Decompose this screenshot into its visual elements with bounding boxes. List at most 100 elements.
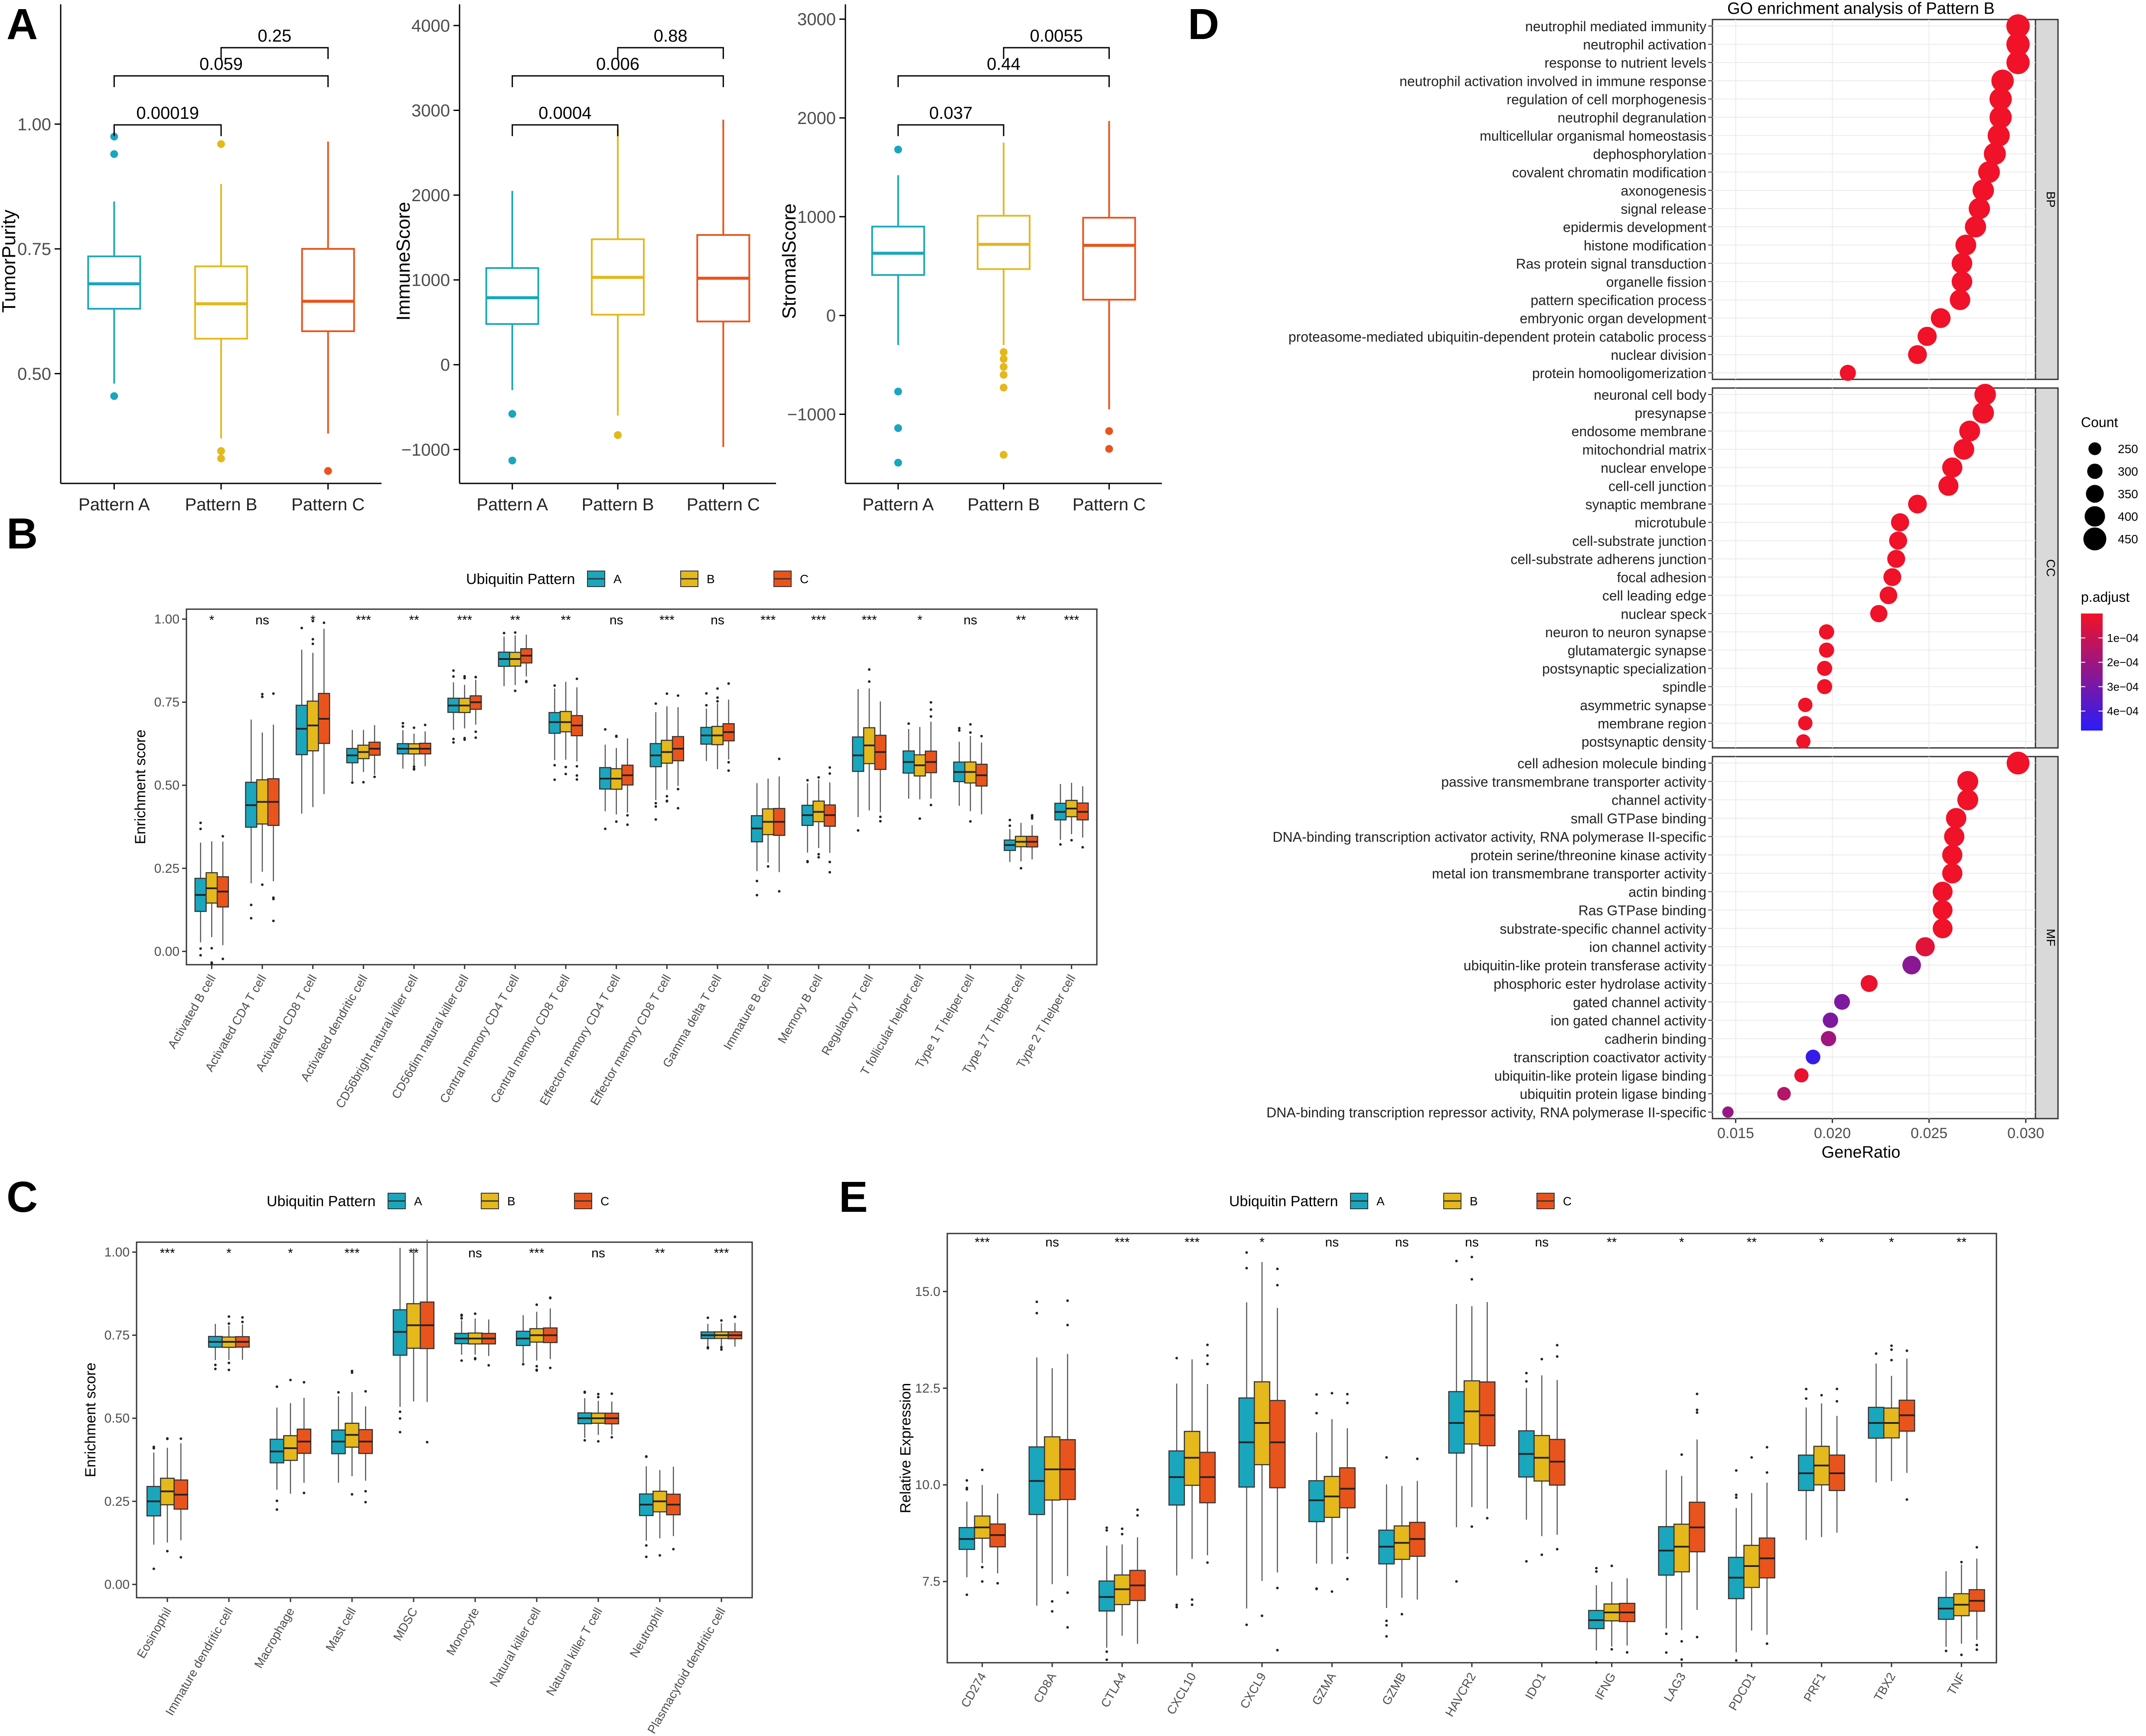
x-tick-label: Mast cell bbox=[323, 1605, 359, 1654]
outlier-point bbox=[716, 687, 719, 690]
y-tick-label: 4000 bbox=[411, 16, 450, 36]
outlier-point bbox=[665, 795, 669, 798]
enrichment-dot bbox=[1957, 789, 1978, 810]
x-tick-label: HAVCR2 bbox=[1443, 1671, 1479, 1719]
outlier-point bbox=[828, 766, 831, 769]
significance-label: *** bbox=[861, 613, 877, 627]
term-label: organelle fission bbox=[1606, 274, 1706, 290]
y-tick-label: 0.75 bbox=[154, 695, 179, 710]
outlier-point bbox=[1665, 1632, 1668, 1635]
significance-label: ** bbox=[510, 613, 521, 627]
significance-label: ns bbox=[255, 613, 269, 627]
outlier-point bbox=[1276, 1648, 1279, 1651]
outlier-point bbox=[241, 1321, 244, 1324]
enrichment-dot bbox=[1955, 235, 1976, 256]
p-legend-title: p.adjust bbox=[2081, 589, 2130, 605]
outlier-point bbox=[1890, 1344, 1893, 1347]
significance-label: *** bbox=[659, 613, 675, 627]
legend-title: Ubiquitin Pattern bbox=[466, 571, 575, 587]
count-legend-title: Count bbox=[2081, 414, 2118, 430]
outlier-point bbox=[214, 1367, 217, 1371]
outlier-point bbox=[1905, 1349, 1908, 1352]
outlier-point bbox=[525, 680, 528, 683]
outlier-point bbox=[1385, 1456, 1388, 1459]
enrichment-dot bbox=[1817, 679, 1833, 695]
outlier-point bbox=[575, 677, 578, 680]
outlier-point bbox=[1245, 1623, 1248, 1626]
term-label: endosome membrane bbox=[1572, 424, 1706, 439]
significance-label: * bbox=[1819, 1235, 1824, 1250]
outlier-point bbox=[1136, 1508, 1139, 1511]
x-tick-label: Type 2 T helper cell bbox=[1014, 972, 1078, 1070]
significance-bracket bbox=[512, 75, 724, 87]
outlier-point bbox=[1051, 1610, 1053, 1613]
outlier-point bbox=[996, 1582, 999, 1585]
outlier-point bbox=[756, 880, 758, 883]
facet-frame bbox=[1712, 756, 2036, 1119]
outlier-point bbox=[1000, 348, 1008, 356]
box bbox=[1308, 1480, 1325, 1522]
significance-label: *** bbox=[1115, 1235, 1130, 1250]
p-legend-label: 3e−04 bbox=[2107, 680, 2139, 693]
outlier-point bbox=[969, 820, 972, 823]
outlier-point bbox=[1261, 1614, 1263, 1617]
outlier-point bbox=[1944, 1649, 1947, 1652]
outlier-point bbox=[110, 133, 118, 141]
box bbox=[977, 215, 1031, 270]
outlier-point bbox=[1960, 1653, 1963, 1656]
plot-frame bbox=[136, 1241, 753, 1599]
outlier-point bbox=[1000, 371, 1008, 379]
outlier-point bbox=[502, 632, 506, 635]
outlier-point bbox=[522, 1363, 525, 1366]
outlier-point bbox=[217, 140, 225, 148]
outlier-point bbox=[1595, 1566, 1598, 1570]
count-legend-label: 400 bbox=[2118, 510, 2138, 523]
term-label: neutrophil activation involved in immune… bbox=[1399, 73, 1706, 89]
outlier-point bbox=[1066, 1299, 1069, 1302]
outlier-point bbox=[1206, 1343, 1209, 1346]
box bbox=[1098, 1580, 1115, 1612]
outlier-point bbox=[705, 692, 708, 695]
enrichment-dot bbox=[1794, 1068, 1809, 1083]
enrichment-dot bbox=[2006, 33, 2030, 56]
significance-label: *** bbox=[1064, 613, 1079, 627]
outlier-point bbox=[1836, 1400, 1839, 1403]
term-label: postsynaptic specialization bbox=[1542, 661, 1706, 677]
outlier-point bbox=[1820, 1393, 1823, 1397]
outlier-point bbox=[166, 1437, 169, 1440]
outlier-point bbox=[452, 741, 455, 744]
outlier-point bbox=[272, 897, 275, 901]
term-label: spindle bbox=[1663, 679, 1706, 695]
x-tick-label: Macrophage bbox=[252, 1605, 297, 1671]
significance-bracket bbox=[897, 124, 1005, 136]
outlier-point bbox=[474, 730, 477, 733]
outlier-point bbox=[222, 957, 224, 960]
enrichment-dot bbox=[1870, 605, 1888, 623]
significance-label: *** bbox=[714, 1246, 729, 1260]
outlier-point bbox=[364, 1501, 367, 1504]
significance-label: ** bbox=[1747, 1235, 1757, 1250]
outlier-point bbox=[1245, 1266, 1248, 1269]
outlier-point bbox=[716, 696, 719, 699]
outlier-point bbox=[610, 1392, 613, 1395]
outlier-point bbox=[1471, 1256, 1473, 1259]
term-label: ion channel activity bbox=[1589, 940, 1706, 955]
enrichment-dot bbox=[1944, 826, 1965, 847]
outlier-point bbox=[1105, 1529, 1108, 1532]
outlier-point bbox=[879, 820, 882, 823]
outlier-point bbox=[1066, 1591, 1069, 1594]
y-tick-label: 0.00 bbox=[104, 1577, 130, 1592]
outlier-point bbox=[401, 721, 404, 724]
significance-bracket bbox=[220, 47, 329, 59]
outlier-point bbox=[564, 773, 567, 776]
term-label: nuclear speck bbox=[1621, 606, 1707, 622]
outlier-point bbox=[583, 1390, 586, 1393]
term-label: neuron to neuron synapse bbox=[1545, 624, 1706, 640]
term-label: neutrophil mediated immunity bbox=[1525, 19, 1706, 34]
term-label: phosphoric ester hydrolase activity bbox=[1494, 976, 1706, 992]
outlier-point bbox=[817, 776, 820, 779]
outlier-point bbox=[1031, 814, 1034, 817]
outlier-point bbox=[1315, 1588, 1318, 1591]
term-label: ion gated channel activity bbox=[1551, 1013, 1706, 1028]
facet-strip bbox=[2035, 19, 2059, 380]
